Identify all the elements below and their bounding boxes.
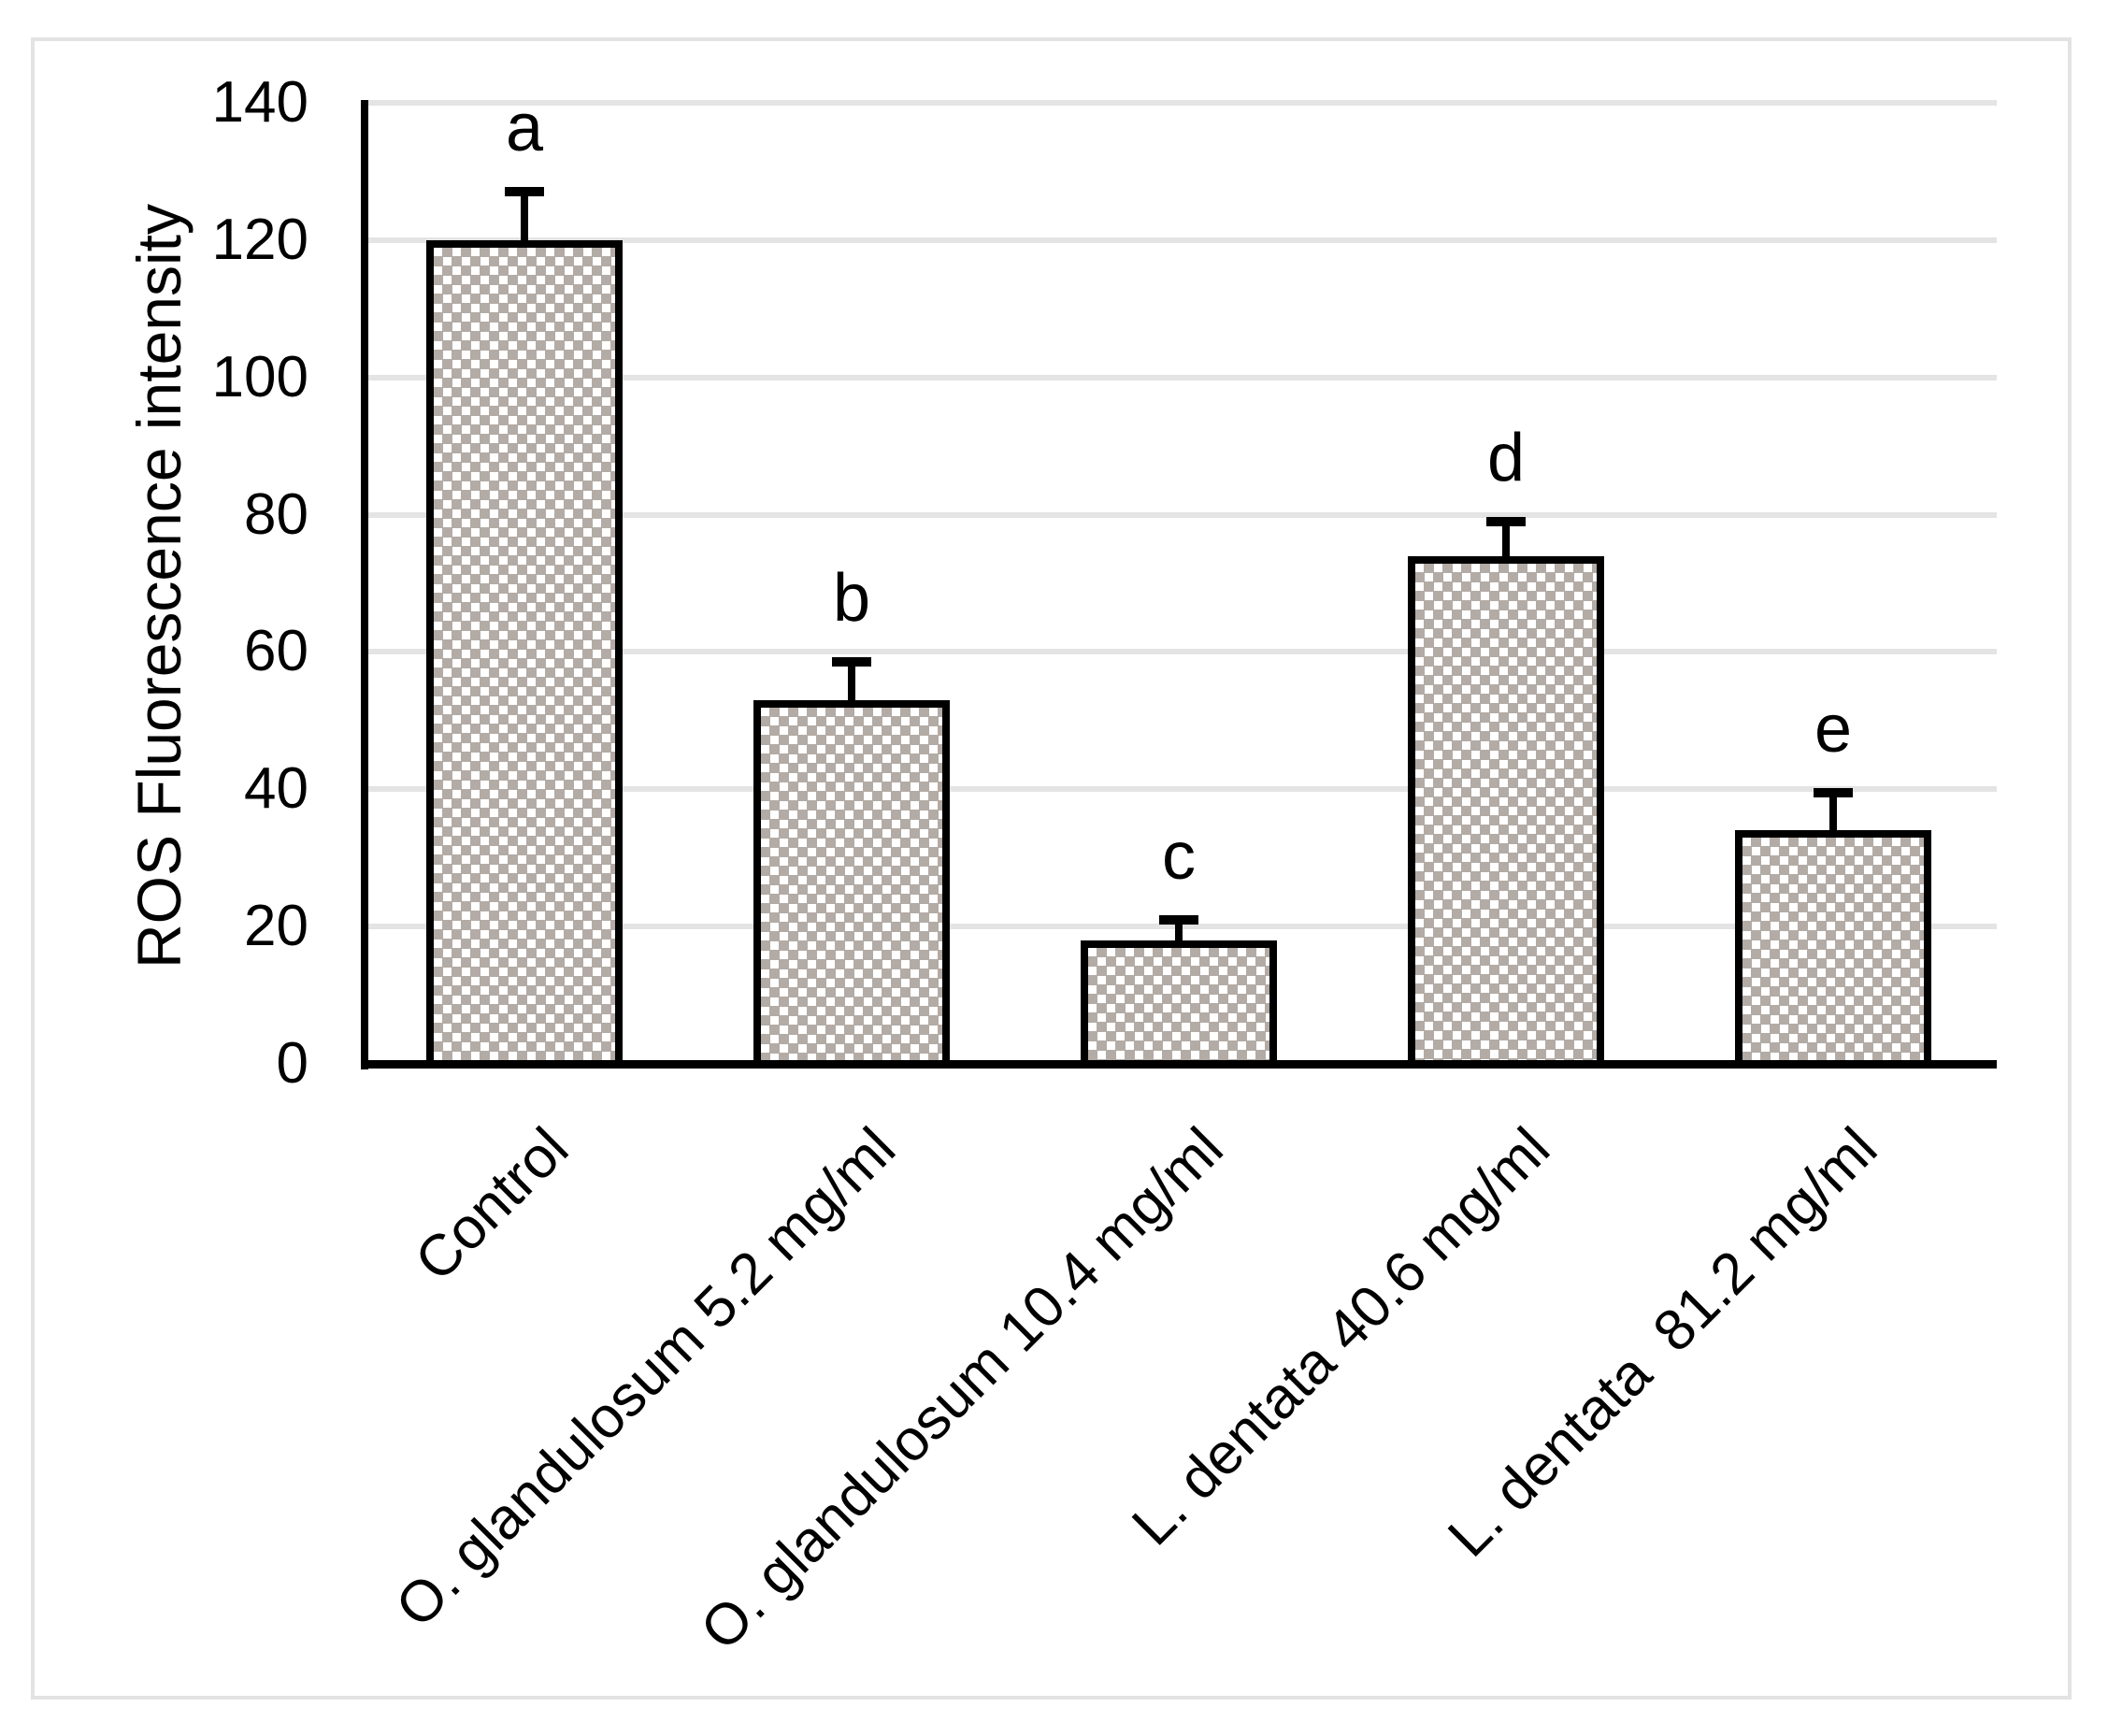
significance-letter: e (1814, 691, 1853, 767)
bar (1408, 555, 1604, 1068)
error-bar-cap (1159, 914, 1198, 925)
significance-letter: c (1162, 818, 1196, 894)
significance-letter: d (1486, 420, 1526, 495)
error-bar-cap (1814, 787, 1853, 797)
gridline (368, 237, 1997, 243)
y-tick-label: 60 (244, 619, 308, 684)
gridline (368, 786, 1997, 793)
error-bar-cap (1486, 516, 1526, 526)
y-tick-label: 80 (244, 481, 308, 547)
significance-letter: b (832, 561, 871, 637)
error-bar-line (848, 662, 855, 700)
error-bar-line (1502, 521, 1510, 556)
gridline (368, 649, 1997, 655)
y-tick-label: 40 (244, 756, 308, 822)
y-tick-label: 100 (211, 344, 308, 409)
error-bar-line (521, 192, 528, 240)
figure-border (31, 37, 2072, 1700)
gridline (368, 374, 1997, 380)
gridline (368, 924, 1997, 930)
y-tick-label: 20 (244, 894, 308, 959)
significance-letter: a (505, 91, 544, 166)
bar (1735, 830, 1931, 1068)
error-bar-line (1829, 792, 1837, 831)
y-tick-label: 140 (211, 70, 308, 135)
bar (1081, 940, 1277, 1068)
bar (753, 699, 950, 1068)
y-tick-label: 120 (211, 207, 308, 272)
error-bar-line (1175, 919, 1183, 940)
error-bar-cap (832, 657, 871, 667)
y-axis-line (361, 100, 368, 1069)
gridline (368, 511, 1997, 518)
error-bar-cap (505, 187, 544, 197)
bar (426, 239, 623, 1068)
gridline (368, 100, 1997, 106)
y-tick-label: 0 (276, 1031, 308, 1096)
